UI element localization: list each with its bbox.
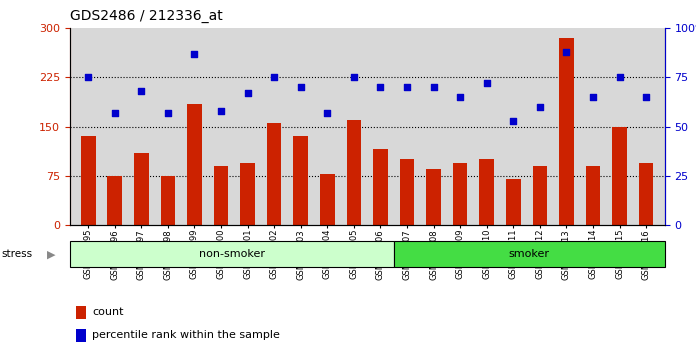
Bar <box>107 176 122 225</box>
Point <box>454 94 466 100</box>
Point <box>269 75 280 80</box>
Point <box>216 108 227 114</box>
Bar <box>187 104 202 225</box>
Bar <box>453 162 468 225</box>
Point <box>640 94 651 100</box>
Bar <box>585 166 600 225</box>
Bar <box>81 136 95 225</box>
Point <box>136 88 147 94</box>
Point <box>189 51 200 57</box>
Bar <box>373 149 388 225</box>
Text: non-smoker: non-smoker <box>198 249 264 259</box>
Text: percentile rank within the sample: percentile rank within the sample <box>92 330 280 341</box>
Text: ▶: ▶ <box>47 249 56 259</box>
Bar <box>532 166 547 225</box>
Point <box>614 75 625 80</box>
Point <box>587 94 599 100</box>
Bar <box>320 174 335 225</box>
Bar <box>400 159 414 225</box>
Bar <box>639 162 654 225</box>
Point <box>507 118 519 124</box>
Bar <box>76 306 86 319</box>
Point <box>402 84 413 90</box>
Point <box>561 49 572 55</box>
Point <box>242 90 253 96</box>
Point <box>535 104 546 110</box>
Point <box>109 110 120 116</box>
Bar <box>240 162 255 225</box>
Bar <box>394 241 665 267</box>
Point <box>348 75 359 80</box>
Bar <box>612 126 627 225</box>
Point <box>322 110 333 116</box>
Point <box>295 84 306 90</box>
Point <box>83 75 94 80</box>
Point <box>481 80 492 86</box>
Bar <box>506 179 521 225</box>
Bar <box>426 169 441 225</box>
Bar <box>294 136 308 225</box>
Text: stress: stress <box>1 249 33 259</box>
Bar <box>134 153 149 225</box>
Text: GDS2486 / 212336_at: GDS2486 / 212336_at <box>70 9 222 23</box>
Bar <box>161 176 175 225</box>
Bar <box>347 120 361 225</box>
Point <box>428 84 439 90</box>
Bar <box>559 38 574 225</box>
Point <box>375 84 386 90</box>
Bar <box>70 241 394 267</box>
Point <box>162 110 173 116</box>
Bar <box>214 166 228 225</box>
Text: smoker: smoker <box>509 249 550 259</box>
Bar <box>267 123 281 225</box>
Text: count: count <box>92 307 124 318</box>
Bar <box>480 159 494 225</box>
Bar <box>76 329 86 342</box>
